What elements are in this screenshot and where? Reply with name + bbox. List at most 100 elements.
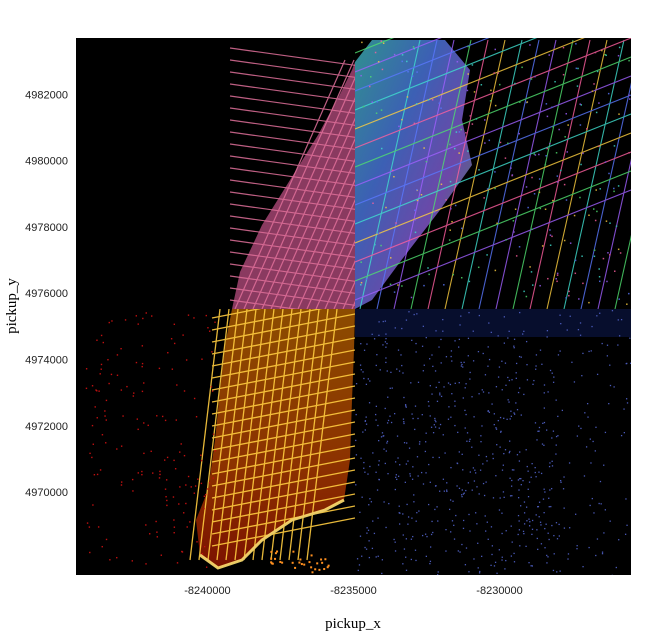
scatter-point	[504, 568, 506, 570]
scatter-point	[601, 49, 603, 52]
scatter-point	[510, 555, 513, 557]
scatter-point	[430, 533, 433, 536]
scatter-point	[566, 151, 569, 153]
street-line	[229, 203, 355, 222]
scatter-point	[398, 370, 401, 372]
scatter-point	[546, 554, 548, 557]
scatter-point	[478, 314, 481, 317]
scatter-point	[551, 437, 553, 439]
scatter-point	[411, 478, 414, 480]
scatter-point	[187, 475, 190, 478]
scatter-point	[377, 232, 380, 235]
scatter-point	[618, 298, 620, 300]
scatter-point	[405, 538, 408, 540]
scatter-point	[142, 317, 144, 320]
scatter-point	[105, 399, 108, 402]
scatter-point	[413, 47, 416, 50]
scatter-point	[183, 512, 185, 514]
scatter-point	[147, 424, 149, 427]
scatter-point	[563, 239, 566, 242]
scatter-point	[499, 83, 501, 86]
scatter-point	[538, 153, 540, 156]
scatter-point	[604, 431, 607, 434]
scatter-point	[141, 345, 144, 347]
scatter-point	[376, 354, 378, 356]
scatter-point	[131, 560, 134, 562]
scatter-point	[600, 503, 602, 505]
scatter-point	[589, 504, 591, 507]
scatter-point	[461, 495, 463, 498]
scatter-point	[89, 452, 91, 455]
street-line	[270, 117, 355, 309]
scatter-point	[490, 564, 492, 566]
scatter-point	[538, 430, 540, 432]
street-line	[229, 107, 355, 126]
scatter-point	[460, 494, 463, 496]
street-line	[211, 309, 262, 319]
scatter-point	[159, 470, 161, 473]
scatter-point	[519, 101, 521, 103]
scatter-point	[517, 497, 520, 499]
scatter-point	[409, 473, 411, 475]
scatter-point	[413, 122, 416, 125]
scatter-point	[389, 257, 392, 259]
scatter-point	[574, 259, 577, 262]
scatter-point	[164, 488, 167, 490]
scatter-point	[539, 284, 541, 287]
scatter-point	[531, 565, 533, 567]
scatter-point	[481, 555, 483, 557]
scatter-point	[375, 419, 377, 421]
scatter-point	[613, 145, 616, 147]
scatter-point	[617, 248, 620, 251]
scatter-point	[618, 335, 621, 337]
scatter-point	[581, 255, 583, 257]
scatter-point	[411, 339, 413, 342]
scatter-point	[435, 421, 437, 423]
scatter-point	[509, 450, 511, 453]
scatter-point	[203, 507, 205, 510]
scatter-point	[556, 181, 559, 183]
scatter-point	[513, 469, 515, 471]
scatter-point	[413, 501, 415, 503]
scatter-point	[563, 476, 565, 478]
scatter-point	[513, 345, 515, 347]
scatter-point	[381, 432, 384, 434]
street-line	[359, 39, 421, 309]
scatter-point	[449, 229, 451, 231]
scatter-point	[393, 53, 396, 56]
scatter-point	[527, 470, 529, 472]
scatter-point	[394, 488, 396, 491]
scatter-point	[457, 550, 459, 552]
scatter-point	[371, 333, 373, 335]
scatter-point	[543, 384, 546, 386]
scatter-point	[478, 454, 480, 456]
scatter-point	[628, 151, 630, 154]
scatter-point	[508, 451, 510, 454]
scatter-point	[499, 497, 501, 499]
scatter-point	[383, 448, 385, 450]
scatter-point	[91, 456, 93, 459]
scatter-point	[422, 370, 424, 372]
scatter-point	[518, 489, 520, 491]
scatter-point	[410, 558, 413, 561]
scatter-point	[513, 338, 516, 340]
scatter-point	[394, 327, 396, 329]
scatter-point	[429, 415, 431, 417]
scatter-point	[531, 284, 534, 286]
scatter-point	[497, 419, 499, 422]
scatter-point	[467, 45, 469, 48]
scatter-point	[435, 330, 437, 332]
scatter-point	[485, 530, 487, 532]
scatter-point	[92, 504, 94, 506]
scatter-point	[480, 435, 482, 437]
street-line	[229, 131, 355, 150]
scatter-point	[320, 558, 323, 561]
scatter-point	[461, 543, 463, 546]
scatter-point	[420, 194, 423, 196]
scatter-point	[543, 392, 545, 394]
scatter-point	[477, 350, 480, 353]
scatter-point	[586, 128, 588, 130]
scatter-point	[473, 416, 475, 418]
scatter-point	[380, 436, 383, 438]
y-tick-label: 4970000	[25, 487, 68, 499]
